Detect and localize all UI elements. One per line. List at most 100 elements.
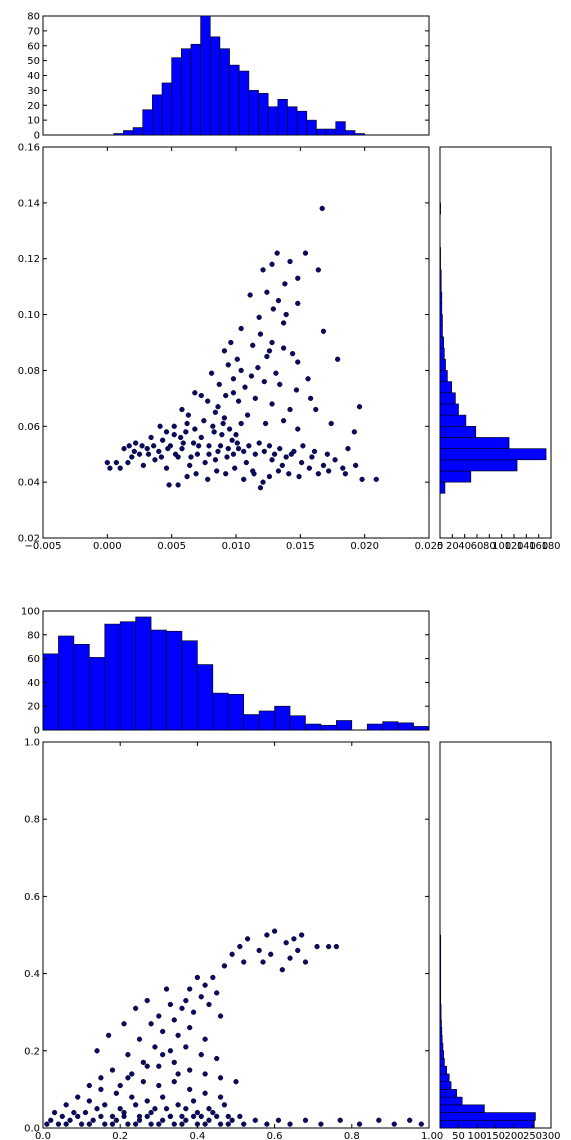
scatter-point <box>193 471 199 477</box>
scatter-point <box>280 345 287 351</box>
scatter-point <box>244 936 251 942</box>
scatter-point <box>187 1067 193 1073</box>
scatter-point <box>295 359 301 365</box>
bottom-x-tick-label: 0.4 <box>189 1131 205 1140</box>
scatter-point <box>179 1005 185 1011</box>
scatter-point <box>163 1106 170 1112</box>
x-histogram-bar <box>243 714 260 731</box>
bottom-scatter-axes <box>42 741 430 1129</box>
x-histogram-bar <box>289 715 306 731</box>
top-yhist-x-tick-label: 40 <box>458 541 471 552</box>
scatter-point <box>214 990 220 996</box>
scatter-point <box>235 445 242 452</box>
scatter-point <box>229 1117 235 1123</box>
top-scatter-axes <box>42 146 430 539</box>
x-histogram-bar <box>413 726 430 731</box>
scatter-point <box>167 1113 174 1120</box>
scatter-point <box>212 409 219 415</box>
scatter-point <box>131 448 138 455</box>
scatter-point <box>320 462 327 469</box>
x-histogram-bar <box>382 721 399 731</box>
scatter-point <box>295 426 301 432</box>
y-histogram-bar <box>439 347 445 360</box>
scatter-point <box>98 1113 104 1120</box>
scatter-point <box>90 1117 96 1123</box>
scatter-point <box>139 443 145 449</box>
scatter-point <box>221 1102 228 1108</box>
scatter-point <box>152 1106 158 1112</box>
x-histogram-bar <box>181 48 192 136</box>
scatter-point <box>241 476 247 483</box>
x-histogram-bar <box>135 616 152 731</box>
scatter-point <box>136 1113 143 1120</box>
scatter-point <box>270 306 276 312</box>
scatter-point <box>125 1121 131 1127</box>
top-yhist-x-tick-label: 0 <box>437 541 443 552</box>
scatter-point <box>277 445 283 452</box>
bottom-yhist-x-tick-label: 0 <box>437 1131 443 1140</box>
scatter-point <box>117 1082 123 1089</box>
scatter-point <box>148 1021 154 1027</box>
scatter-point <box>121 1113 127 1120</box>
top-yhist-x-tick-label: 100 <box>492 541 511 552</box>
scatter-point <box>216 381 222 388</box>
x-histogram-bar <box>209 36 221 136</box>
top-x-tick-label: 0.025 <box>415 541 444 552</box>
scatter-point <box>184 473 190 480</box>
scatter-point <box>163 429 170 435</box>
y-histogram-bar <box>439 291 443 304</box>
x-histogram-bar <box>152 94 163 136</box>
scatter-point <box>214 468 220 474</box>
x-histogram-bar <box>277 99 288 136</box>
top-x-tick-label: 0.000 <box>93 541 122 552</box>
scatter-point <box>206 1117 212 1123</box>
x-histogram-bar <box>336 720 353 731</box>
scatter-point <box>152 1044 158 1050</box>
scatter-point <box>300 443 306 449</box>
y-histogram-bar <box>439 247 441 260</box>
scatter-point <box>287 1121 293 1127</box>
scatter-point <box>237 1113 243 1120</box>
scatter-point <box>183 1044 189 1050</box>
bottom-y-tick-label: 0.6 <box>24 892 40 903</box>
scatter-point <box>179 1121 185 1127</box>
scatter-point <box>277 381 283 388</box>
scatter-point <box>234 356 240 362</box>
scatter-point <box>287 406 293 413</box>
scatter-point <box>230 451 237 457</box>
scatter-point <box>126 443 132 449</box>
y-histogram-bar <box>439 437 510 449</box>
scatter-point <box>275 1117 282 1123</box>
scatter-point <box>156 1013 162 1019</box>
scatter-point <box>226 426 233 432</box>
scatter-point <box>302 1117 309 1123</box>
scatter-point <box>269 261 275 267</box>
top-y-tick-label: 0.16 <box>18 143 40 154</box>
top-y-tick-label: 0.04 <box>18 478 40 489</box>
scatter-point <box>166 482 172 488</box>
scatter-point <box>148 1121 154 1127</box>
scatter-point <box>190 1009 197 1015</box>
scatter-point <box>356 1121 363 1127</box>
scatter-point <box>234 440 240 446</box>
scatter-point <box>206 443 212 449</box>
scatter-point <box>223 471 229 477</box>
scatter-point <box>315 471 321 477</box>
x-histogram-bar <box>212 692 229 731</box>
bottom-yhist-x-tick-label: 200 <box>504 1131 523 1140</box>
scatter-point <box>264 1121 270 1127</box>
scatter-point <box>311 448 318 455</box>
scatter-point <box>275 468 282 474</box>
bottom-yhist-x-tick-label: 250 <box>523 1131 542 1140</box>
scatter-point <box>179 406 185 413</box>
scatter-point <box>210 423 216 429</box>
bottom-x-tick-label: 0.8 <box>344 1131 360 1140</box>
x-histogram-bar <box>190 43 201 136</box>
scatter-point <box>306 465 312 471</box>
scatter-point <box>194 1109 201 1116</box>
scatter-point <box>241 448 247 455</box>
scatter-point <box>94 1048 100 1054</box>
top-y-tick-label: 0.14 <box>18 198 40 209</box>
scatter-point <box>221 348 228 354</box>
